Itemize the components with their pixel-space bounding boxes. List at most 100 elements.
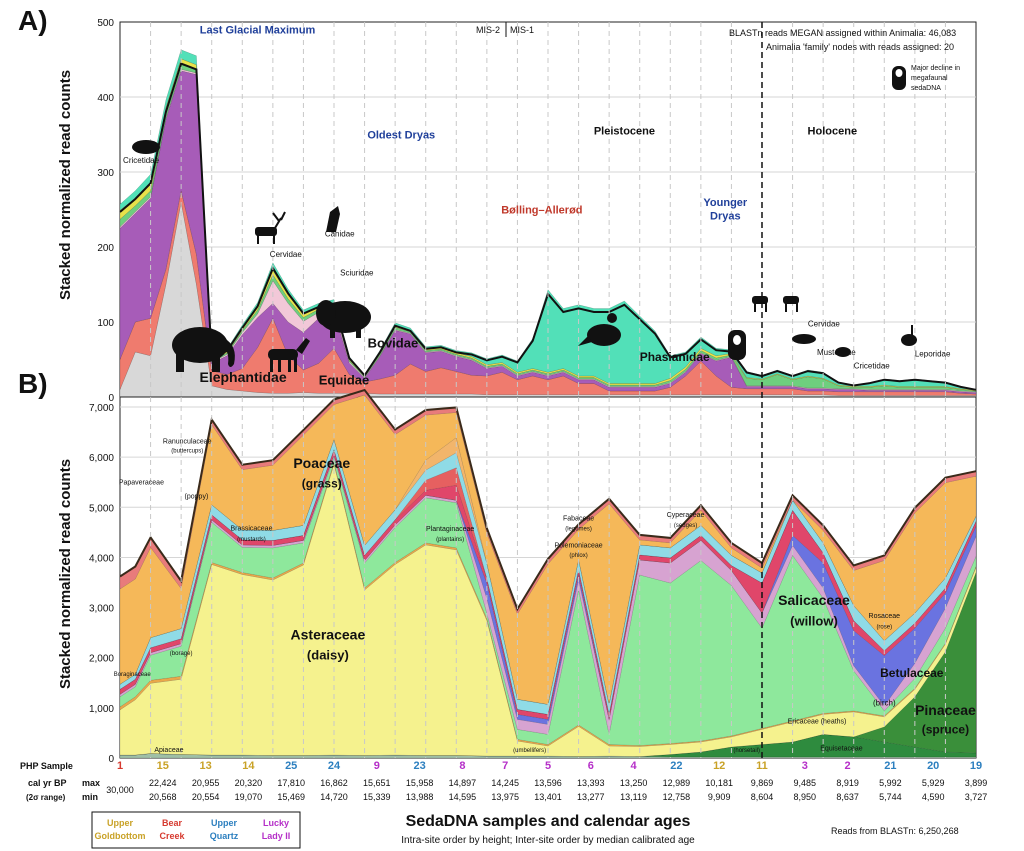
sample-max-age: 14,245	[491, 778, 519, 788]
period-label: Oldest Dryas	[367, 129, 435, 141]
sample-min-age: 4,590	[922, 792, 945, 802]
sample-table: 1 30,000 15 22,424 20,568 13 20,955 20,554 14 20,…	[106, 760, 987, 802]
period-label: Holocene	[808, 126, 858, 138]
sample-age: 30,000	[106, 785, 134, 795]
mammoth-icon	[172, 327, 235, 372]
panel-a-ytick: 100	[97, 318, 114, 329]
calyr-label: cal yr BP	[28, 778, 67, 788]
range-label: (2σ range)	[26, 793, 66, 802]
panel-b-ytick: 7,000	[89, 403, 114, 414]
sample-min-age: 13,119	[620, 792, 647, 802]
taxon-label: (mustards)	[237, 537, 266, 543]
legend-line1: Upper	[107, 818, 134, 828]
taxon-label: Apiaceae	[154, 747, 183, 754]
taxon-label: (spruce)	[922, 722, 969, 736]
stats-line-1: BLASTn reads MEGAN assigned within Anima…	[729, 28, 956, 38]
taxon-label: (phlox)	[569, 553, 587, 559]
taxon-label: Bovidae	[368, 336, 419, 351]
panel-b-ytick: 2,000	[89, 654, 114, 665]
sample-max-age: 13,393	[577, 778, 605, 788]
period-label: Bølling–Allerød	[501, 204, 582, 216]
sample-min-age: 8,950	[794, 792, 817, 802]
taxon-label: Equisetaceae	[820, 745, 863, 752]
panel-b-ytick: 6,000	[89, 453, 114, 464]
marten-icon	[792, 334, 816, 344]
legend-line2: Quartz	[210, 831, 239, 841]
taxon-label: Brassicaceae	[230, 525, 272, 532]
sample-min-age: 13,401	[534, 792, 562, 802]
taxon-label: (umbellifers)	[513, 748, 546, 754]
period-label: Pleistocene	[594, 126, 655, 138]
sample-max-age: 17,810	[277, 778, 305, 788]
taxon-label: Papaveraceae	[119, 480, 164, 487]
panel-a-ylabel: Stacked normalized read counts	[57, 70, 74, 300]
min-label: min	[82, 792, 98, 802]
sample-min-age: 5,744	[879, 792, 902, 802]
panel-a-ytick: 0	[108, 393, 114, 404]
table-subtitle: Intra-site order by height; Inter-site o…	[401, 835, 695, 846]
sample-max-age: 16,862	[320, 778, 348, 788]
sample-max-age: 13,250	[620, 778, 648, 788]
panel-a-ytick: 400	[97, 93, 114, 104]
decline-note-2: megafaunal	[911, 75, 948, 82]
legend-line1: Lucky	[263, 818, 289, 828]
taxon-label: Ranunculaceae	[163, 439, 212, 446]
panel-b-letter: B)	[18, 368, 48, 399]
sample-id: 23	[413, 760, 425, 772]
panel-a-ytick: 300	[97, 168, 114, 179]
sample-max-age: 9,869	[751, 778, 774, 788]
taxon-label: Cervidae	[808, 320, 841, 329]
wolf-icon	[326, 206, 340, 232]
panel-b-plot: 0 1,000 2,000 3,000 4,000 5,000 6,000 7,000	[89, 388, 977, 765]
period-label: Younger	[703, 197, 748, 209]
grim-reaper-icon	[892, 66, 906, 90]
sample-row-label: PHP Sample	[20, 761, 73, 771]
sample-min-age: 20,568	[149, 792, 177, 802]
sample-id: 14	[242, 760, 255, 772]
taxon-label: Elephantidae	[199, 369, 286, 385]
taxon-label: Leporidae	[915, 350, 951, 359]
taxon-label: Plantaginaceae	[426, 526, 474, 533]
sample-max-age: 3,899	[965, 778, 988, 788]
total-outline	[119, 388, 977, 612]
sample-min-age: 8,637	[836, 792, 859, 802]
decline-note-3: sedaDNA	[911, 85, 941, 92]
sample-id: 4	[631, 760, 638, 772]
taxon-label: Equidae	[319, 372, 370, 387]
taxon-label: Betulaceae	[880, 666, 944, 680]
sample-max-age: 22,424	[149, 778, 177, 788]
sample-id: 19	[970, 760, 982, 772]
mis1-label: MIS-1	[510, 25, 534, 35]
sample-id: 21	[884, 760, 896, 772]
taxon-label: Phasianidae	[640, 350, 710, 364]
taxon-label: Cervidae	[270, 250, 303, 259]
taxon-label: Rosaceae	[869, 613, 901, 620]
panel-b-annotations: Poaceae (grass) Asteraceae (daisy) Salicacea…	[114, 439, 976, 754]
sample-id: 9	[374, 760, 380, 772]
sample-id: 8	[459, 760, 465, 772]
caribou-icon	[255, 211, 286, 244]
sample-id: 24	[328, 760, 341, 772]
sample-id: 12	[713, 760, 725, 772]
taxon-label: Pinaceae	[915, 702, 976, 718]
deer-icon	[783, 296, 799, 312]
sample-id: 15	[157, 760, 169, 772]
sample-min-age: 15,469	[277, 792, 305, 802]
legend-line1: Upper	[211, 818, 238, 828]
taxon-label: (grass)	[302, 476, 342, 490]
taxon-label: (birch)	[873, 698, 896, 707]
panel-b-ytick: 0	[108, 754, 114, 765]
horse-icon	[268, 338, 310, 372]
hare-icon	[901, 325, 917, 346]
sample-max-age: 20,320	[235, 778, 263, 788]
sample-id: 13	[199, 760, 211, 772]
sample-min-age: 14,720	[320, 792, 348, 802]
taxon-label: (daisy)	[307, 648, 349, 663]
period-label: Dryas	[710, 210, 741, 222]
grouse-icon	[578, 313, 621, 346]
sample-min-age: 13,277	[577, 792, 605, 802]
panel-b-ytick: 4,000	[89, 553, 114, 564]
sample-min-age: 12,758	[663, 792, 691, 802]
taxon-label: Asteraceae	[291, 627, 366, 643]
